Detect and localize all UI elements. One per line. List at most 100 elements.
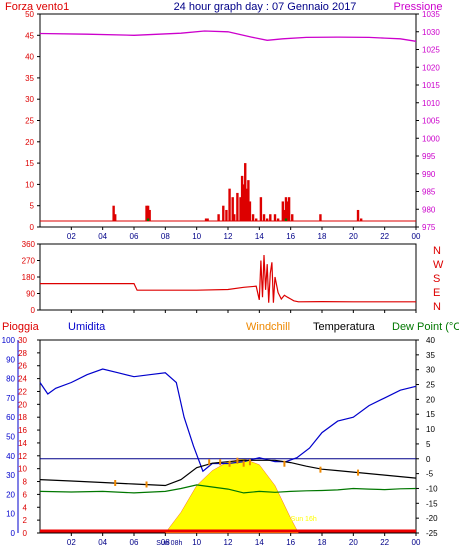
wind-bar — [225, 209, 228, 221]
compass-label: S — [433, 273, 440, 285]
windchill-mark — [357, 469, 360, 476]
temp-xtick-label: 00 — [412, 538, 421, 547]
wind-bar — [231, 197, 234, 221]
direction-ytick-label: 360 — [22, 240, 36, 249]
wind-panel-frame — [39, 13, 417, 228]
rain-ytick-label: 22 — [18, 387, 27, 396]
temp-ytick-label: -15 — [426, 499, 438, 508]
wind-xtick-label: 16 — [286, 232, 295, 241]
wind-bar — [242, 184, 245, 221]
direction-panel-frame — [39, 243, 417, 311]
wind-bar — [233, 214, 236, 221]
wind-bar — [112, 205, 115, 221]
wind-xtick-label: 22 — [380, 232, 389, 241]
pressure-ytick-label: 975 — [422, 223, 436, 232]
temp-xtick-label: 04 — [98, 538, 107, 547]
wind-bar — [319, 214, 322, 221]
wind-xtick-label: 02 — [67, 232, 76, 241]
wind-bar — [286, 201, 289, 221]
wind-axis-title: Forza vento1 — [5, 1, 69, 13]
axes-layer: 0510152025303540455097598098599099510001… — [2, 10, 444, 547]
wind-ytick-label: 15 — [25, 159, 34, 168]
wind-ytick-label: 5 — [30, 202, 35, 211]
wind-xtick-label: 20 — [349, 232, 358, 241]
wind-bar — [236, 192, 239, 221]
rain-ytick-label: 12 — [18, 452, 27, 461]
humidity-ytick-label: 90 — [6, 355, 15, 364]
windchill-mark — [228, 460, 231, 467]
humidity-ytick-label: 10 — [6, 510, 15, 519]
wind-bar — [206, 218, 209, 221]
direction-ytick-label: 180 — [22, 273, 36, 282]
wind-bar — [356, 209, 360, 221]
wind-ytick-label: 20 — [25, 138, 34, 147]
wind-bar — [222, 205, 225, 221]
wind-bar — [228, 188, 231, 221]
wind-gust-bar — [146, 218, 150, 221]
wind-ytick-label: 50 — [25, 10, 34, 19]
rain-ytick-label: 4 — [23, 503, 28, 512]
wind-xtick-label: 08 — [161, 232, 170, 241]
rain-ytick-label: 20 — [18, 400, 27, 409]
temp-xtick-label: 14 — [255, 538, 264, 547]
temp-xtick-label: 02 — [67, 538, 76, 547]
compass-label: N — [433, 245, 441, 257]
wind-bar — [251, 214, 255, 221]
windchill-mark — [236, 457, 239, 464]
temp-ytick-label: 0 — [426, 455, 431, 464]
wind-xtick-label: 18 — [318, 232, 327, 241]
temp-xtick-label: 10 — [192, 538, 201, 547]
humidity-ytick-label: 0 — [11, 529, 16, 538]
wind-xtick-label: 12 — [224, 232, 233, 241]
pressure-ytick-label: 1020 — [422, 63, 440, 72]
rain-ytick-label: 6 — [23, 490, 28, 499]
wind-ytick-label: 10 — [25, 180, 34, 189]
pressure-ytick-label: 1005 — [422, 117, 440, 126]
sun-area — [164, 458, 299, 534]
temp-ytick-label: 30 — [426, 366, 435, 375]
rain-ytick-label: 8 — [23, 478, 28, 487]
compass-label: N — [433, 301, 441, 313]
pressure-ytick-label: 1025 — [422, 46, 440, 55]
humidity-ytick-label: 60 — [6, 413, 15, 422]
wind-ytick-label: 40 — [25, 53, 34, 62]
wind-xtick-label: 10 — [192, 232, 201, 241]
rain-axis-title: Pioggia — [2, 321, 40, 333]
wind-bar — [240, 175, 244, 221]
temp-ytick-label: -25 — [426, 529, 438, 538]
wind-bar — [276, 218, 280, 221]
wind-bar — [273, 214, 277, 221]
pressure-ytick-label: 1015 — [422, 81, 440, 90]
wind-ytick-label: 35 — [25, 74, 34, 83]
temp-ytick-label: 5 — [426, 440, 431, 449]
windchill-mark — [114, 480, 117, 487]
pressure-ytick-label: 1000 — [422, 134, 440, 143]
wind-direction-line — [40, 254, 416, 303]
temp-xtick-label: 08 — [161, 538, 170, 547]
wind-bar — [287, 197, 291, 221]
temperature-title: Temperatura — [313, 321, 376, 333]
temp-ytick-label: 25 — [426, 381, 435, 390]
wind-bar — [217, 214, 220, 221]
sunrise-label: Sun 08h — [156, 540, 182, 547]
wind-ytick-label: 0 — [30, 223, 35, 232]
rain-ytick-label: 28 — [18, 349, 27, 358]
pressure-ytick-label: 1030 — [422, 28, 440, 37]
wind-xtick-label: 04 — [98, 232, 107, 241]
windchill-mark — [248, 459, 251, 466]
wind-bar — [262, 214, 266, 221]
wind-bar — [247, 180, 250, 221]
humidity-ytick-label: 80 — [6, 375, 15, 384]
humidity-ytick-label: 30 — [6, 471, 15, 480]
temp-xtick-label: 06 — [130, 538, 139, 547]
wind-bar — [244, 163, 247, 221]
wind-bar — [284, 197, 288, 221]
wind-bar — [359, 218, 363, 221]
wind-ytick-label: 45 — [25, 31, 34, 40]
temp-ytick-label: 40 — [426, 336, 435, 345]
wind-bar — [255, 218, 258, 221]
pressure-axis-title: Pressione — [394, 1, 443, 13]
humidity-ytick-label: 50 — [6, 433, 15, 442]
chart-title: 24 hour graph day : 07 Gennaio 2017 — [174, 1, 357, 13]
